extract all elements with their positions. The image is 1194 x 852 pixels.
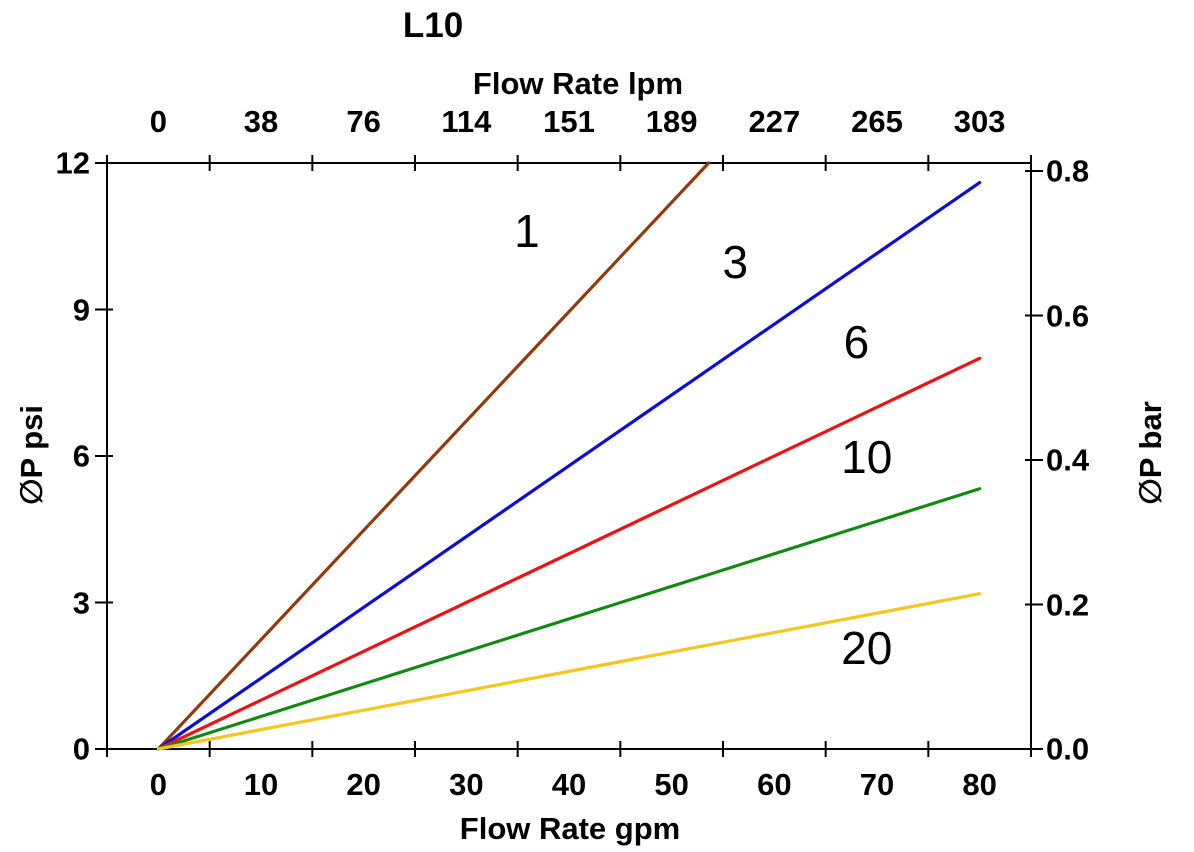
bottom-axis-tick-40: 40 <box>551 767 587 802</box>
left-axis-tick-12: 12 <box>55 145 90 181</box>
left-axis-tick-3: 3 <box>72 585 90 620</box>
series-line-3 <box>156 180 982 751</box>
top-axis-tick-227: 227 <box>748 104 801 139</box>
x-axis-ticks <box>106 155 1032 757</box>
series-line-1 <box>156 161 711 751</box>
curve-label-6: 6 <box>843 315 870 368</box>
bottom-axis-tick-10: 10 <box>243 767 279 802</box>
top-axis-tick-189: 189 <box>645 104 698 139</box>
left-axis-tick-6: 6 <box>72 438 90 474</box>
right-axis-tick-0.8: 0.8 <box>1046 153 1090 189</box>
chart-title: L10 <box>402 6 464 45</box>
right-axis-tick-0.4: 0.4 <box>1046 442 1090 478</box>
curve-label-3: 3 <box>722 236 749 289</box>
left-axis-tick-9: 9 <box>72 292 90 327</box>
bottom-axis-tick-0: 0 <box>149 767 167 802</box>
top-axis-tick-303: 303 <box>953 104 1006 139</box>
top-axis-tick-38: 38 <box>243 104 279 139</box>
series-line-10 <box>156 487 982 751</box>
right-axis-tick-0.2: 0.2 <box>1046 587 1090 622</box>
plot-border <box>106 162 1032 750</box>
right-axis-tick-0.6: 0.6 <box>1046 298 1090 333</box>
top-axis-tick-265: 265 <box>851 104 903 139</box>
bottom-axis-title: Flow Rate gpm <box>459 811 681 846</box>
bottom-axis-tick-70: 70 <box>859 767 895 802</box>
top-axis-tick-0: 0 <box>149 104 167 139</box>
top-axis-tick-114: 114 <box>441 104 492 139</box>
bottom-axis-tick-20: 20 <box>346 767 381 802</box>
left-axis-tick-0: 0 <box>72 731 90 767</box>
curve-label-10: 10 <box>841 430 893 483</box>
series-line-20 <box>156 592 982 751</box>
y-axis-ticks <box>95 162 1043 750</box>
right-axis-tick-0.0: 0.0 <box>1046 731 1090 767</box>
curve-label-20: 20 <box>841 621 893 674</box>
curve-label-1: 1 <box>514 205 540 258</box>
series-line-6 <box>156 356 982 751</box>
top-axis-title: Flow Rate lpm <box>472 66 684 101</box>
bottom-axis-tick-60: 60 <box>757 767 792 802</box>
top-axis-tick-151: 151 <box>543 104 595 139</box>
bottom-axis-tick-80: 80 <box>962 767 997 802</box>
top-axis-tick-76: 76 <box>346 104 381 139</box>
bottom-axis-tick-30: 30 <box>449 767 484 802</box>
bottom-axis-tick-50: 50 <box>654 767 689 802</box>
